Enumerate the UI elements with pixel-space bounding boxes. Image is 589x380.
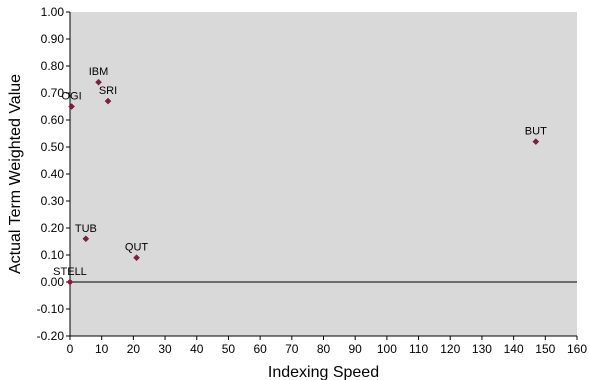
y-tick-label: -0.20 bbox=[37, 329, 65, 343]
point-label: OGI bbox=[61, 91, 81, 103]
y-tick-label: 0.90 bbox=[41, 32, 65, 46]
data-point bbox=[66, 278, 74, 286]
x-tick-label: 10 bbox=[95, 342, 109, 356]
y-tick-label: 1.00 bbox=[41, 5, 65, 19]
x-tick-label: 70 bbox=[285, 342, 299, 356]
data-point bbox=[532, 138, 540, 145]
x-tick-label: 110 bbox=[409, 342, 428, 356]
y-tick-label: 0.80 bbox=[41, 59, 65, 73]
x-tick-label: 30 bbox=[158, 342, 172, 356]
x-tick-label: 80 bbox=[317, 342, 331, 356]
plot-area bbox=[70, 12, 577, 336]
point-label: QUT bbox=[125, 242, 149, 254]
x-tick-label: 140 bbox=[504, 342, 524, 356]
y-tick-label: 0.30 bbox=[41, 194, 65, 208]
x-tick-label: 150 bbox=[535, 342, 555, 356]
data-point bbox=[95, 78, 102, 86]
y-tick-label: -0.10 bbox=[37, 302, 65, 316]
point-label: IBM bbox=[89, 66, 109, 78]
x-tick-label: 60 bbox=[253, 342, 267, 356]
x-tick-label: 130 bbox=[472, 342, 492, 356]
data-point bbox=[104, 97, 112, 105]
y-tick-label: 0.00 bbox=[41, 275, 65, 289]
point-label: TUB bbox=[75, 223, 97, 235]
x-tick-label: 100 bbox=[377, 342, 397, 356]
data-point bbox=[82, 235, 90, 243]
x-tick-label: 0 bbox=[67, 342, 74, 356]
y-tick-label: 0.20 bbox=[41, 221, 65, 235]
x-tick-label: 120 bbox=[440, 342, 460, 356]
y-axis-title: Actual Term Weighted Value bbox=[7, 74, 24, 274]
x-tick-label: 40 bbox=[190, 342, 204, 356]
y-tick-label: 0.50 bbox=[41, 140, 65, 154]
y-tick-label: 0.70 bbox=[41, 86, 65, 100]
point-label: STELL bbox=[53, 266, 87, 278]
y-tick-label: 0.40 bbox=[41, 167, 65, 181]
x-tick-label: 50 bbox=[222, 342, 236, 356]
x-axis-title: Indexing Speed bbox=[268, 364, 379, 380]
y-tick-label: 0.60 bbox=[41, 113, 65, 127]
point-label: SRI bbox=[99, 85, 117, 97]
x-tick-label: 160 bbox=[567, 342, 587, 356]
x-tick-label: 90 bbox=[349, 342, 363, 356]
data-point bbox=[68, 103, 75, 110]
point-label: BUT bbox=[525, 126, 547, 138]
data-point bbox=[133, 254, 140, 262]
y-tick-label: 0.10 bbox=[41, 248, 65, 262]
x-tick-label: 20 bbox=[127, 342, 141, 356]
